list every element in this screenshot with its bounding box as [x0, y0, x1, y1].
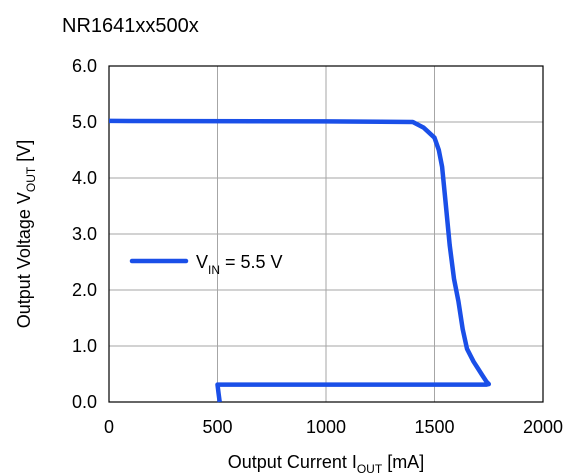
- y-tick-label: 3.0: [72, 224, 97, 244]
- series-line-0: [108, 118, 492, 403]
- legend-label-suffix: = 5.5 V: [220, 252, 283, 272]
- x-tick-label: 2000: [523, 417, 563, 437]
- x-tick-label: 1500: [414, 417, 454, 437]
- chart-title: NR1641xx500x: [62, 15, 199, 37]
- y-axis-label-sub: OUT: [24, 166, 38, 192]
- y-tick-label: 6.0: [72, 56, 97, 76]
- x-axis-label: Output Current IOUT [mA]: [228, 452, 424, 473]
- legend-label-sub: IN: [208, 263, 220, 277]
- x-tick-labels: 0 500 1000 1500 2000: [104, 417, 563, 437]
- y-tick-label: 2.0: [72, 280, 97, 300]
- x-tick-label: 0: [104, 417, 114, 437]
- legend-label: VIN = 5.5 V: [196, 252, 283, 277]
- x-axis-label-suffix: [mA]: [382, 452, 424, 472]
- y-tick-labels: 0.0 1.0 2.0 3.0 4.0 5.0 6.0: [72, 56, 97, 412]
- y-tick-label: 0.0: [72, 392, 97, 412]
- y-axis-label-main: Output Voltage V: [14, 192, 34, 328]
- plot-area: [108, 65, 544, 403]
- y-axis-label-suffix: [V]: [14, 140, 34, 167]
- y-tick-label: 4.0: [72, 168, 97, 188]
- y-axis-label: Output Voltage VOUT [V]: [14, 140, 38, 328]
- x-axis-label-main: Output Current I: [228, 452, 357, 472]
- grid: [109, 66, 543, 402]
- legend: VIN = 5.5 V: [129, 252, 283, 277]
- x-tick-label: 500: [202, 417, 232, 437]
- y-tick-label: 1.0: [72, 336, 97, 356]
- series-layer: [108, 118, 492, 403]
- x-axis-label-sub: OUT: [357, 462, 383, 473]
- x-tick-label: 1000: [306, 417, 346, 437]
- y-tick-label: 5.0: [72, 112, 97, 132]
- legend-label-main: V: [196, 252, 208, 272]
